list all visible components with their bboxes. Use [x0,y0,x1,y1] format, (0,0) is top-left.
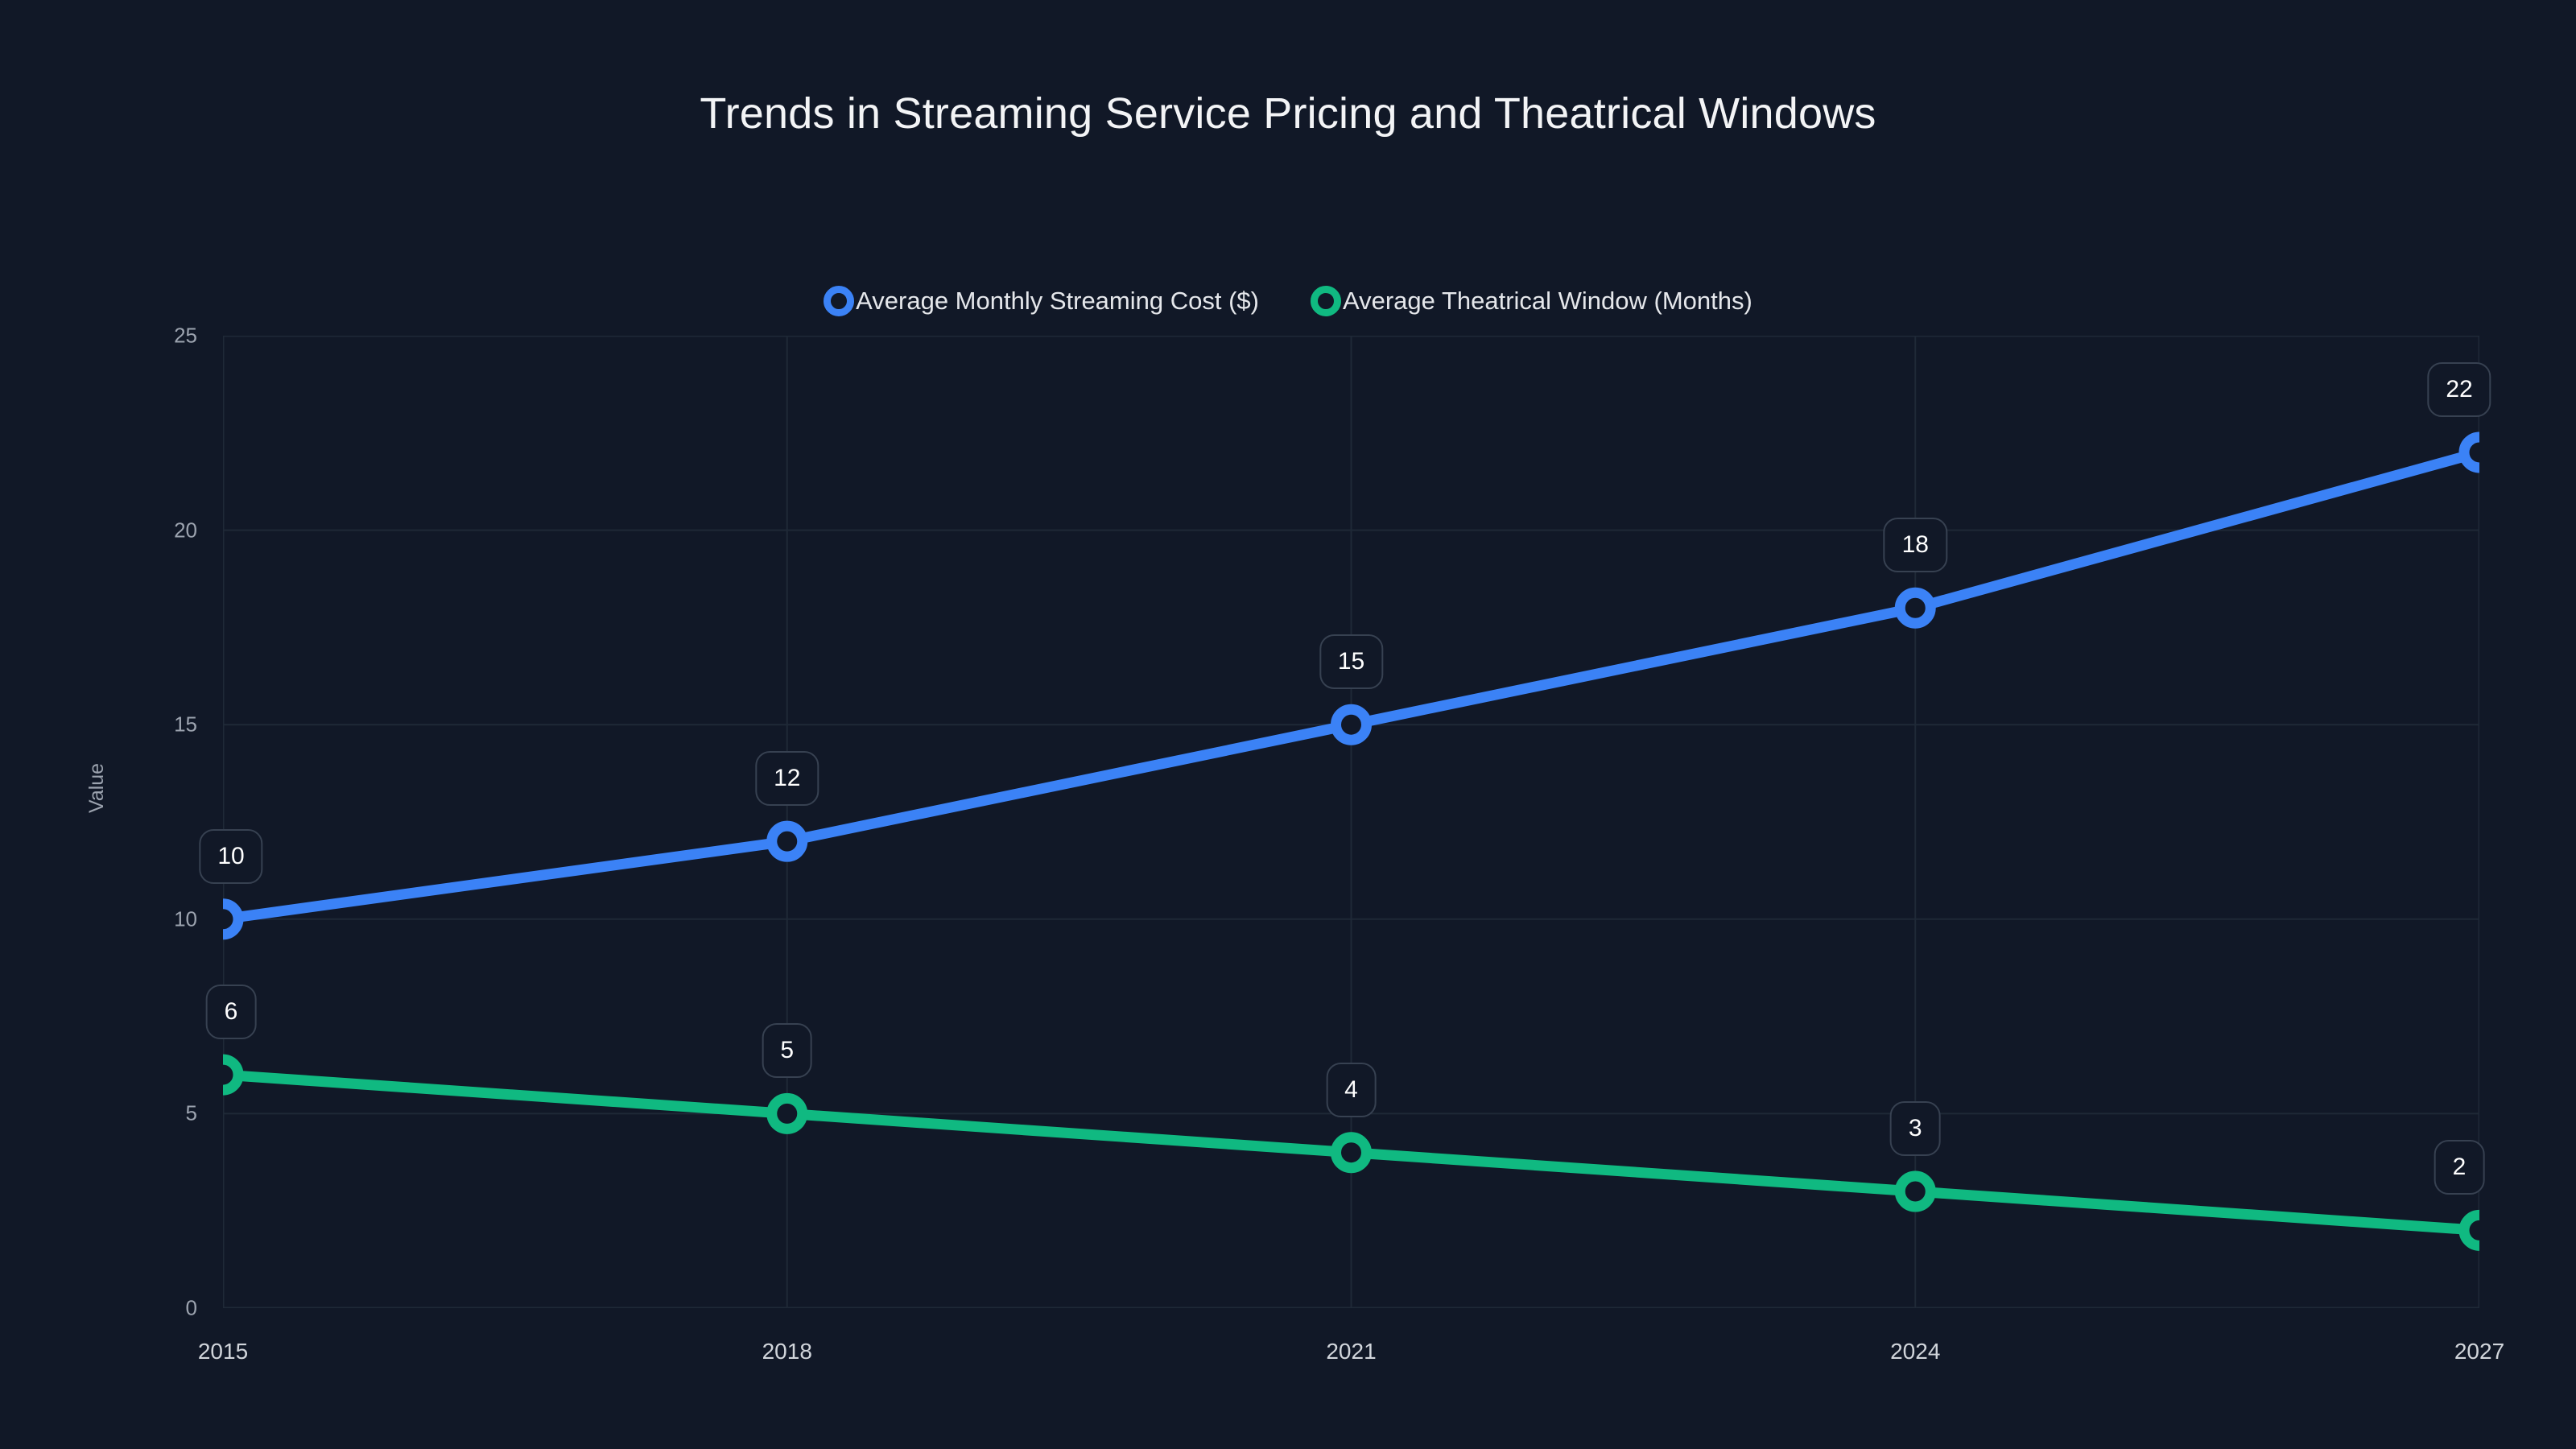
data-point-label: 3 [1889,1101,1941,1157]
y-axis-tick-label: 25 [174,323,197,348]
chart-legend: Average Monthly Streaming Cost ($) Avera… [0,286,2576,316]
y-axis-tick-label: 20 [174,518,197,543]
y-axis-tick-label: 15 [174,712,197,737]
x-axis-tick-label: 2021 [1326,1339,1377,1364]
data-point-label: 2 [2434,1140,2485,1195]
legend-item-label: Average Theatrical Window (Months) [1342,287,1752,315]
x-axis-tick-label: 2027 [2454,1339,2505,1364]
plot-area [223,336,2479,1308]
data-point-label: 12 [755,751,819,807]
series-point-marker[interactable] [1894,1170,1936,1212]
data-point-label: 18 [1883,518,1947,573]
x-axis-tick-label: 2024 [1890,1339,1941,1364]
series-point-marker[interactable] [2458,1209,2479,1251]
data-point-label: 6 [205,985,257,1040]
legend-item-label: Average Monthly Streaming Cost ($) [856,287,1259,315]
data-point-label: 10 [199,828,263,884]
series-point-marker[interactable] [223,898,244,940]
x-axis-tick-label: 2018 [762,1339,812,1364]
series-point-marker[interactable] [766,820,808,862]
legend-item-streaming-cost[interactable]: Average Monthly Streaming Cost ($) [824,286,1259,316]
y-axis-title: Value [85,762,108,813]
series-point-marker[interactable] [2458,431,2479,473]
series-point-marker[interactable] [1331,704,1372,745]
data-point-label: 15 [1319,634,1384,690]
x-axis-tick-label: 2015 [197,1339,249,1364]
series-point-marker[interactable] [1894,587,1936,629]
plot-svg [223,336,2479,1308]
y-axis-tick-label: 10 [174,906,197,931]
series-point-marker[interactable] [223,1054,244,1096]
data-point-label: 4 [1326,1062,1377,1117]
series-point-marker[interactable] [766,1092,808,1134]
legend-marker-icon [1310,286,1341,316]
y-axis-tick-label: 0 [185,1295,197,1320]
legend-marker-icon [824,286,855,316]
data-point-label: 5 [762,1023,813,1079]
y-axis-tick-label: 5 [185,1100,197,1125]
series-point-marker[interactable] [1331,1132,1372,1174]
data-point-label: 22 [2427,361,2491,417]
legend-item-theatrical-window[interactable]: Average Theatrical Window (Months) [1310,286,1752,316]
chart-title: Trends in Streaming Service Pricing and … [700,89,1876,138]
